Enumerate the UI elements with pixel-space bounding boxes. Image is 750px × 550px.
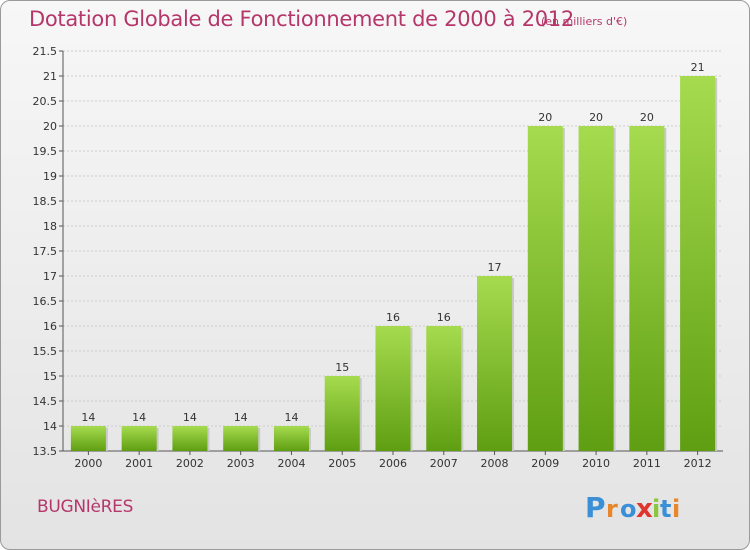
bar-2001[interactable]	[121, 426, 157, 451]
y-tick-label: 19	[43, 170, 57, 183]
y-tick-label: 18.5	[33, 195, 58, 208]
y-tick-label: 15.5	[33, 345, 58, 358]
y-tick-label: 21.5	[33, 45, 58, 58]
logo-letter-p: P	[585, 491, 606, 524]
y-tick-label: 16	[43, 320, 57, 333]
bar-2004[interactable]	[273, 426, 309, 451]
data-label: 20	[640, 111, 654, 124]
bar-chart: 13.5 14 14.5 15 15.5 16 16.5 17 17.5 18 18.5 19 19.5…	[33, 45, 723, 470]
x-tick-label: 2005	[328, 457, 356, 470]
y-tick-label: 17	[43, 270, 57, 283]
bar-2003[interactable]	[223, 426, 259, 451]
data-label: 21	[691, 61, 705, 74]
x-tick-label: 2010	[582, 457, 610, 470]
town-name: BUGNIèRES	[37, 497, 134, 517]
data-label: 16	[437, 311, 451, 324]
y-tick-label: 19.5	[33, 145, 58, 158]
logo-letter-x: x	[636, 494, 653, 524]
x-tick-label: 2012	[684, 457, 712, 470]
y-tick-label: 16.5	[33, 295, 58, 308]
data-label: 14	[284, 411, 298, 424]
bar-2009[interactable]	[527, 126, 563, 451]
x-tick-label: 2009	[531, 457, 559, 470]
data-label: 20	[538, 111, 552, 124]
logo-letter-o: o	[620, 495, 637, 523]
data-label: 14	[234, 411, 248, 424]
logo-letter-i2: i	[672, 495, 680, 523]
bars	[70, 76, 718, 451]
proxiti-logo[interactable]: P r o x i t i	[583, 488, 693, 524]
x-tick-label: 2006	[379, 457, 407, 470]
bar-2007[interactable]	[426, 326, 462, 451]
y-tick-label: 21	[43, 70, 57, 83]
x-tick-label: 2007	[430, 457, 458, 470]
bar-2010[interactable]	[578, 126, 614, 451]
data-label: 14	[81, 411, 95, 424]
bar-2002[interactable]	[172, 426, 208, 451]
bar-2006[interactable]	[375, 326, 411, 451]
logo-letter-i1: i	[652, 495, 660, 523]
y-tick-label: 17.5	[33, 245, 58, 258]
data-label: 16	[386, 311, 400, 324]
x-tick-label: 2001	[125, 457, 153, 470]
chart-title: Dotation Globale de Fonctionnement de 20…	[29, 7, 574, 31]
x-tick-label: 2002	[176, 457, 204, 470]
y-tick-label: 15	[43, 370, 57, 383]
data-label: 14	[132, 411, 146, 424]
chart-unit: (en milliers d'€)	[541, 15, 628, 28]
y-tick-label: 20.5	[33, 95, 58, 108]
data-label: 15	[335, 361, 349, 374]
bar-2012[interactable]	[680, 76, 716, 451]
data-label: 20	[589, 111, 603, 124]
logo-letter-r: r	[606, 495, 618, 523]
data-label: 17	[488, 261, 502, 274]
x-tick-label: 2011	[633, 457, 661, 470]
y-tick-label: 18	[43, 220, 57, 233]
labels: 14 2000 14 2001 14 2002 14 2003 14 2004 15 2005 16 20…	[74, 61, 711, 470]
bar-2000[interactable]	[70, 426, 106, 451]
y-tick-label: 14	[43, 420, 57, 433]
logo-letter-t: t	[660, 495, 671, 523]
bar-2005[interactable]	[324, 376, 360, 451]
x-tick-label: 2003	[227, 457, 255, 470]
bar-2011[interactable]	[629, 126, 665, 451]
y-tick-label: 14.5	[33, 395, 58, 408]
x-tick-label: 2004	[277, 457, 305, 470]
y-tick-label: 13.5	[33, 445, 58, 458]
bar-2008[interactable]	[477, 276, 513, 451]
x-tick-label: 2000	[74, 457, 102, 470]
x-tick-label: 2008	[481, 457, 509, 470]
data-label: 14	[183, 411, 197, 424]
y-tick-label: 20	[43, 120, 57, 133]
